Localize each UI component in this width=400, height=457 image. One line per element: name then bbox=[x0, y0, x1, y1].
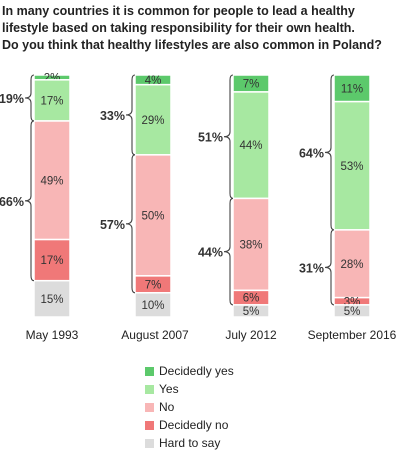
bar-segment-hard_to_say bbox=[333, 304, 371, 318]
no-total-label: 44% bbox=[198, 246, 223, 260]
data-label: 28% bbox=[340, 259, 363, 271]
category-label: August 2007 bbox=[121, 328, 189, 342]
legend-swatch bbox=[145, 402, 154, 412]
legend-label: Decidedly no bbox=[159, 418, 229, 432]
legend-swatch bbox=[145, 420, 154, 430]
data-label: 5% bbox=[344, 306, 361, 318]
data-label: 49% bbox=[40, 175, 63, 187]
legend-swatch bbox=[145, 366, 154, 376]
no-total-label: 66% bbox=[0, 195, 24, 209]
category-label: September 2016 bbox=[308, 328, 397, 342]
legend-item-hard_to_say: Hard to say bbox=[145, 434, 234, 452]
legend-item-decidedly_no: Decidedly no bbox=[145, 416, 234, 434]
title-line-2: lifestyle based on taking responsibility… bbox=[2, 21, 355, 35]
no-total-bracket bbox=[324, 229, 335, 306]
no-total-label: 31% bbox=[299, 261, 324, 275]
legend: Decidedly yes Yes No Decidedly no Hard to sa… bbox=[145, 362, 234, 452]
no-total-bracket bbox=[223, 197, 234, 306]
bar-segment-hard_to_say bbox=[134, 292, 172, 318]
legend-label: No bbox=[159, 400, 175, 414]
data-label: 15% bbox=[40, 294, 63, 306]
data-label: 6% bbox=[243, 293, 260, 305]
bar-segment-no bbox=[134, 154, 172, 277]
data-label: 7% bbox=[243, 78, 260, 90]
data-label: 17% bbox=[40, 95, 63, 107]
legend-item-yes: Yes bbox=[145, 380, 234, 398]
data-label: 50% bbox=[141, 210, 164, 222]
legend-label: Hard to say bbox=[159, 436, 221, 450]
data-label: 11% bbox=[341, 83, 363, 95]
data-label: 38% bbox=[239, 239, 262, 251]
legend-item-no: No bbox=[145, 398, 234, 416]
bar-segment-hard_to_say bbox=[33, 279, 71, 318]
yes-total-bracket bbox=[125, 74, 136, 156]
data-label: 53% bbox=[340, 161, 363, 173]
category-label: May 1993 bbox=[26, 328, 79, 342]
data-label: 10% bbox=[141, 300, 164, 312]
legend-label: Decidedly yes bbox=[159, 364, 234, 378]
legend-label: Yes bbox=[159, 382, 179, 396]
title-line-1: In many countries it is common for peopl… bbox=[2, 4, 355, 18]
data-label: 5% bbox=[243, 306, 260, 318]
chart-title: In many countries it is common for peopl… bbox=[2, 3, 398, 54]
data-label: 44% bbox=[239, 140, 262, 152]
legend-swatch bbox=[145, 384, 154, 394]
yes-total-label: 33% bbox=[100, 109, 125, 123]
data-label: 29% bbox=[141, 115, 164, 127]
bar-segment-no bbox=[232, 197, 270, 292]
yes-total-label: 51% bbox=[198, 131, 223, 145]
legend-swatch bbox=[145, 438, 154, 448]
data-label: 7% bbox=[145, 279, 162, 291]
bar-segment-hard_to_say bbox=[232, 304, 270, 318]
legend-item-decidedly_yes: Decidedly yes bbox=[145, 362, 234, 380]
bar-segment-yes bbox=[134, 83, 172, 156]
yes-total-label: 64% bbox=[299, 146, 324, 160]
yes-total-bracket bbox=[24, 74, 35, 122]
bar-segment-no bbox=[333, 229, 371, 299]
data-label: 4% bbox=[145, 75, 162, 87]
data-label: 17% bbox=[40, 255, 63, 267]
category-label: July 2012 bbox=[225, 328, 277, 342]
yes-total-label: 19% bbox=[0, 92, 24, 106]
bar-segment-no bbox=[33, 120, 71, 241]
no-total-bracket bbox=[24, 120, 35, 282]
no-total-label: 57% bbox=[100, 218, 125, 232]
no-total-bracket bbox=[125, 154, 136, 294]
bar-segment-decidedly_yes bbox=[333, 74, 371, 103]
yes-total-bracket bbox=[324, 74, 335, 231]
stacked-bar-chart: 2%17%49%17%15%19%66%May 19934%29%50%7%10… bbox=[0, 72, 397, 342]
title-line-3: Do you think that healthy lifestyles are… bbox=[2, 38, 382, 52]
yes-total-bracket bbox=[223, 74, 234, 199]
